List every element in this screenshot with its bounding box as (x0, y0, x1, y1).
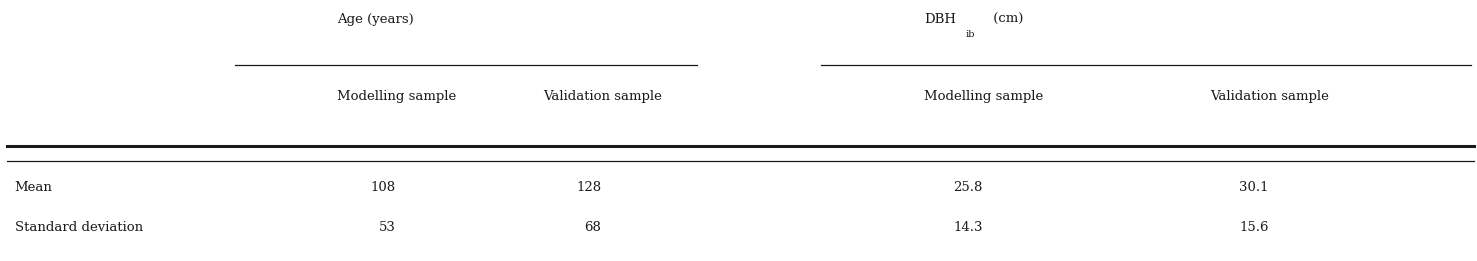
Text: 15.6: 15.6 (1239, 221, 1269, 234)
Text: Age (years): Age (years) (337, 13, 414, 26)
Text: 14.3: 14.3 (953, 221, 982, 234)
Text: (cm): (cm) (988, 13, 1024, 26)
Text: Modelling sample: Modelling sample (337, 90, 456, 103)
Text: 30.1: 30.1 (1239, 181, 1269, 194)
Text: Mean: Mean (15, 181, 53, 194)
Text: DBH: DBH (925, 13, 956, 26)
Text: Modelling sample: Modelling sample (925, 90, 1043, 103)
Text: Validation sample: Validation sample (542, 90, 662, 103)
Text: Validation sample: Validation sample (1210, 90, 1329, 103)
Text: 53: 53 (380, 221, 396, 234)
Text: ib: ib (964, 29, 975, 39)
Text: 68: 68 (585, 221, 601, 234)
Text: 25.8: 25.8 (953, 181, 982, 194)
Text: 108: 108 (371, 181, 396, 194)
Text: Standard deviation: Standard deviation (15, 221, 143, 234)
Text: 128: 128 (576, 181, 601, 194)
